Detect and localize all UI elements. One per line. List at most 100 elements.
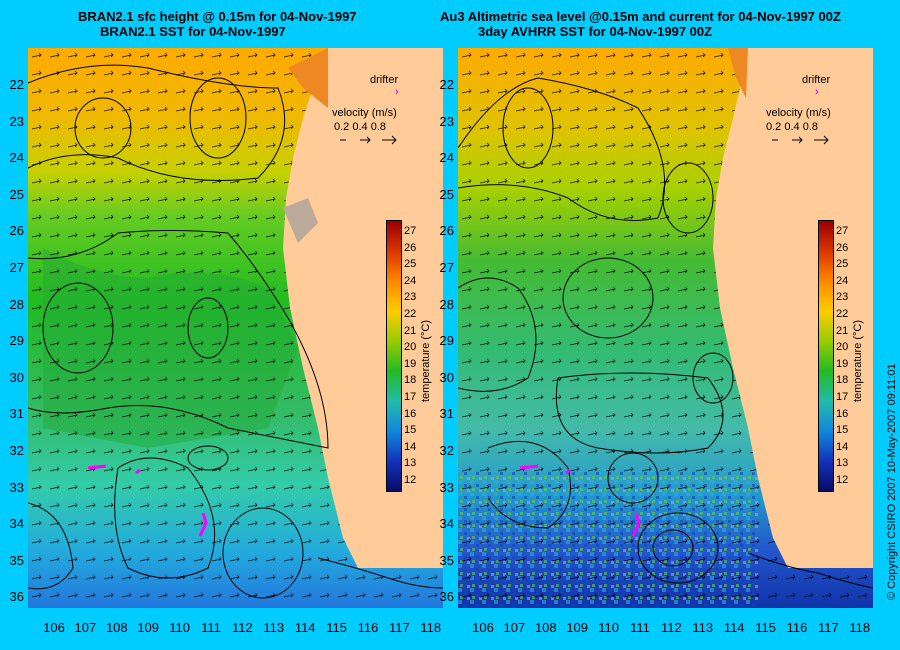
- longitude-tick-label: 114: [294, 620, 316, 635]
- colorbar-tick-label: 24: [404, 274, 417, 287]
- colorbar-tick-label: 26: [404, 241, 417, 254]
- latitude-tick-label: 31: [9, 406, 24, 422]
- latitude-tick-label: 27: [9, 260, 24, 275]
- longitude-tick-label: 117: [389, 620, 410, 635]
- right-velocity-label: velocity (m/s): [766, 107, 831, 119]
- longitude-tick-label: 116: [786, 620, 808, 635]
- colorbar-tick-label: 12: [404, 474, 417, 486]
- latitude-tick-label: 31: [439, 406, 454, 422]
- colorbar-tick-label: 15: [836, 424, 849, 437]
- left-land-coast: [283, 48, 443, 568]
- colorbar-tick-label: 27: [404, 225, 417, 237]
- latitude-tick-label: 30: [9, 369, 24, 385]
- right-title-line2: 3day AVHRR SST for 04-Nov-1997 00Z: [478, 24, 713, 39]
- left-velocity-scale: 0.2 0.4 0.8: [334, 121, 386, 133]
- colorbar-tick-label: 19: [836, 357, 849, 370]
- longitude-tick-label: 109: [137, 620, 160, 635]
- latitude-tick-label: 34: [439, 516, 454, 532]
- left-colorbar: [386, 220, 402, 492]
- latitude-tick-label: 25: [439, 186, 454, 202]
- latitude-tick-label: 29: [439, 333, 454, 349]
- left-velocity-label: velocity (m/s): [332, 107, 397, 119]
- latitude-tick-label: 33: [439, 479, 454, 495]
- left-drifter-label: drifter: [370, 74, 399, 86]
- latitude-tick-label: 24: [9, 150, 24, 166]
- left-title-line2: BRAN2.1 SST for 04-Nov-1997: [100, 24, 286, 39]
- right-colorbar-title: temperature (°C): [852, 319, 864, 402]
- longitude-tick-label: 118: [420, 620, 442, 635]
- left-title-line1: BRAN2.1 sfc height @ 0.15m for 04-Nov-19…: [78, 9, 357, 24]
- latitude-tick-label: 23: [439, 113, 454, 129]
- latitude-tick-label: 24: [439, 150, 454, 166]
- colorbar-tick-label: 17: [836, 391, 849, 403]
- longitude-tick-label: 108: [534, 620, 557, 635]
- longitude-tick-label: 111: [630, 620, 650, 635]
- latitude-tick-label: 32: [439, 443, 454, 458]
- colorbar-tick-label: 16: [836, 407, 849, 420]
- longitude-tick-label: 118: [849, 620, 871, 635]
- colorbar-tick-label: 21: [404, 324, 417, 337]
- right-velocity-arrows: [772, 135, 829, 145]
- right-sst-map: [458, 48, 873, 608]
- latitude-tick-label: 35: [439, 552, 454, 568]
- colorbar-tick-label: 12: [836, 474, 849, 486]
- longitude-tick-label: 106: [43, 620, 65, 635]
- colorbar-tick-label: 18: [404, 374, 417, 387]
- colorbar-tick-label: 16: [404, 407, 417, 420]
- right-title-line1: Au3 Altimetric sea level @0.15m and curr…: [440, 9, 841, 24]
- colorbar-tick-label: 27: [836, 225, 849, 237]
- latitude-tick-label: 33: [9, 479, 24, 495]
- colorbar-tick-label: 14: [404, 440, 417, 453]
- colorbar-tick-label: 22: [836, 308, 849, 320]
- longitude-tick-label: 106: [472, 620, 494, 635]
- longitude-tick-label: 108: [105, 620, 128, 635]
- latitude-tick-label: 30: [439, 369, 454, 385]
- colorbar-tick-label: 22: [404, 308, 417, 320]
- latitude-tick-label: 22: [9, 77, 24, 92]
- colorbar-tick-label: 23: [404, 291, 417, 304]
- copyright-notice: © Copyright CSIRO 2007 10-May-2007 09:11…: [886, 363, 898, 600]
- longitude-tick-label: 111: [201, 620, 221, 635]
- longitude-tick-label: 107: [74, 620, 97, 635]
- latitude-tick-label: 36: [9, 589, 24, 605]
- colorbar-tick-label: 26: [836, 241, 849, 254]
- longitude-tick-label: 109: [566, 620, 589, 635]
- longitude-tick-label: 116: [357, 620, 379, 635]
- longitude-tick-label: 114: [723, 620, 745, 635]
- latitude-tick-label: 29: [9, 333, 24, 349]
- longitude-tick-label: 110: [169, 620, 190, 635]
- left-drifter-symbol: ›: [395, 86, 399, 98]
- left-velocity-arrows: [340, 135, 397, 145]
- longitude-tick-label: 112: [661, 620, 682, 635]
- left-drifter-track: [87, 464, 208, 537]
- latitude-tick-label: 23: [9, 113, 24, 129]
- latitude-tick-label: 35: [9, 552, 24, 568]
- right-drifter-label: drifter: [802, 74, 831, 86]
- longitude-tick-label: 110: [598, 620, 619, 635]
- left-colorbar-title: temperature (°C): [420, 319, 432, 402]
- longitude-tick-label: 113: [263, 620, 285, 635]
- colorbar-tick-label: 13: [404, 457, 417, 470]
- right-velocity-scale: 0.2 0.4 0.8: [766, 121, 818, 133]
- colorbar-tick-label: 19: [404, 357, 417, 370]
- latitude-tick-label: 22: [439, 77, 454, 92]
- latitude-tick-label: 36: [439, 589, 454, 605]
- latitude-tick-label: 25: [9, 186, 24, 202]
- colorbar-tick-label: 25: [836, 258, 849, 271]
- latitude-tick-label: 26: [9, 223, 24, 239]
- colorbar-tick-label: 24: [836, 274, 849, 287]
- colorbar-tick-label: 18: [836, 374, 849, 387]
- colorbar-tick-label: 21: [836, 324, 849, 337]
- longitude-tick-label: 115: [755, 620, 776, 635]
- longitude-tick-label: 117: [818, 620, 839, 635]
- colorbar-tick-label: 14: [836, 440, 849, 453]
- right-drifter-track: [519, 464, 641, 537]
- latitude-tick-label: 28: [9, 296, 24, 312]
- colorbar-tick-label: 23: [836, 291, 849, 304]
- left-sst-map: [28, 48, 443, 608]
- longitude-tick-label: 113: [692, 620, 714, 635]
- latitude-tick-label: 28: [439, 296, 454, 312]
- latitude-tick-label: 27: [439, 260, 454, 275]
- right-colorbar: [818, 220, 834, 492]
- colorbar-tick-label: 20: [404, 341, 417, 354]
